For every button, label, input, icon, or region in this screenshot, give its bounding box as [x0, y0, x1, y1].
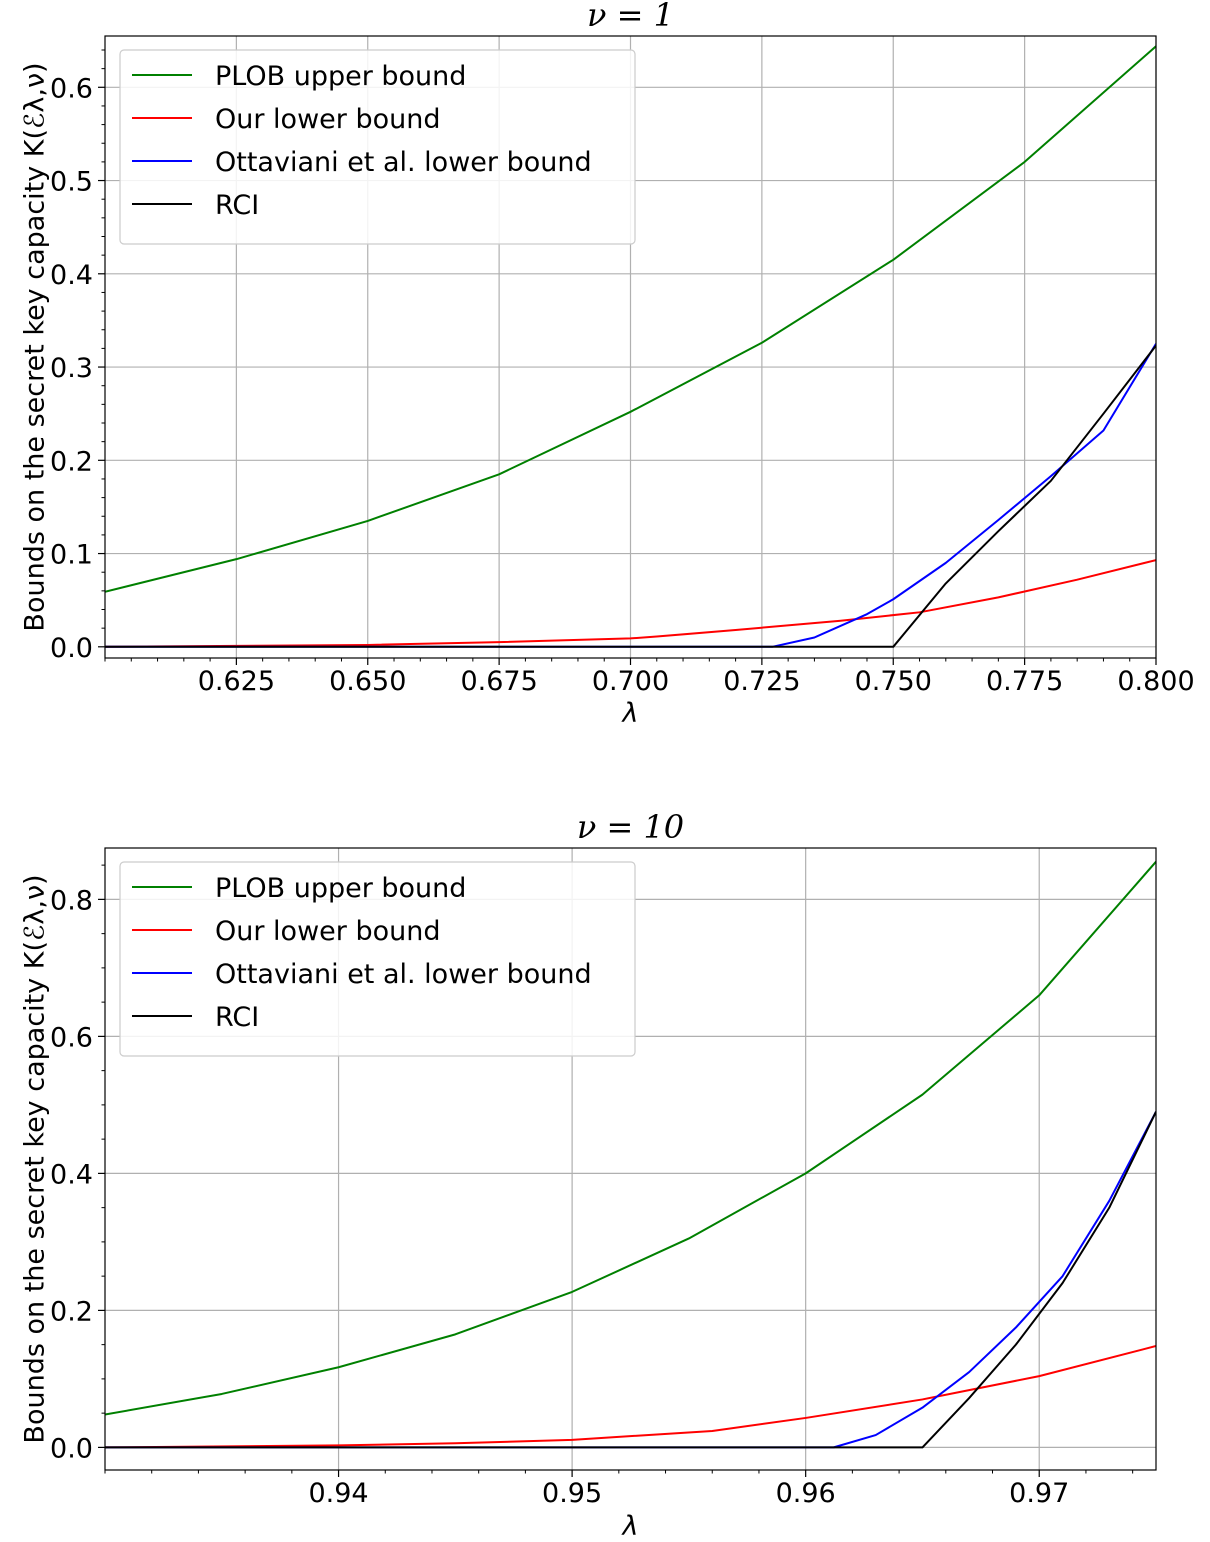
plot-frame	[104, 847, 1157, 1471]
y-tick-label: 0.3	[50, 353, 93, 384]
legend-label: PLOB upper bound	[215, 873, 466, 904]
x-tick-label: 0.800	[1117, 666, 1194, 697]
legend-label: Ottaviani et al. lower bound	[215, 147, 592, 178]
x-axis-label: λ	[621, 1511, 639, 1542]
y-tick-label: 0.2	[50, 1296, 93, 1327]
legend-label: RCI	[215, 190, 259, 221]
legend-box	[119, 49, 636, 245]
series-line-2	[105, 1345, 1156, 1449]
x-tick-label: 0.96	[776, 1478, 836, 1509]
x-axis-label: λ	[621, 698, 639, 729]
y-tick-label: 0.1	[50, 540, 93, 571]
x-tick-label: 0.97	[1009, 1478, 1069, 1509]
legend-label: Ottaviani et al. lower bound	[215, 959, 592, 990]
y-tick-label: 0.2	[50, 446, 93, 477]
legend-label: PLOB upper bound	[215, 61, 466, 92]
y-tick-label: 0.0	[50, 633, 93, 664]
series-line-1	[105, 861, 1156, 1416]
chart-panel-1: 0.625 0.650 0.675 0.700 0.725 0.750 0.775 0.800…	[20, 0, 1195, 729]
x-tick-label: 0.625	[198, 666, 275, 697]
chart-title: ν = 1	[587, 0, 674, 34]
series-line-2	[105, 559, 1156, 648]
series-line-4	[105, 344, 1156, 648]
y-tick-label: 0.4	[50, 1159, 93, 1190]
x-tick-label: 0.675	[460, 666, 537, 697]
legend-label: RCI	[215, 1002, 259, 1033]
series-line-1	[105, 45, 1156, 593]
y-tick-label: 0.5	[50, 167, 93, 198]
series-line-3	[105, 1111, 1156, 1449]
y-tick-label: 0.0	[50, 1433, 93, 1464]
legend-label: Our lower bound	[215, 104, 440, 135]
legend-box	[119, 861, 636, 1057]
chart-panel-2: 0.94 0.95 0.96 0.97 0.0 0.2 0.4 0.6 0.8 ν = 10 λ Bo…	[20, 808, 1157, 1542]
legend-label: Our lower bound	[215, 916, 440, 947]
x-tick-label: 0.700	[592, 666, 669, 697]
series-line-4	[105, 1111, 1156, 1449]
legend: PLOB upper bound Our lower bound Ottaviani…	[119, 49, 636, 245]
y-tick-label: 0.6	[50, 1022, 93, 1053]
y-tick-label: 0.8	[50, 885, 93, 916]
y-axis-label: Bounds on the secret key capacity K(ℰλ,ν…	[20, 874, 51, 1443]
legend: PLOB upper bound Our lower bound Ottaviani…	[119, 861, 636, 1057]
x-tick-label: 0.94	[308, 1478, 368, 1509]
y-tick-label: 0.4	[50, 260, 93, 291]
y-tick-label: 0.6	[50, 73, 93, 104]
x-tick-label: 0.650	[329, 666, 406, 697]
x-tick-label: 0.750	[855, 666, 932, 697]
y-axis-label: Bounds on the secret key capacity K(ℰλ,ν…	[20, 62, 51, 631]
chart-title: ν = 10	[577, 808, 684, 846]
x-tick-label: 0.95	[542, 1478, 602, 1509]
x-tick-label: 0.725	[723, 666, 800, 697]
x-tick-label: 0.775	[986, 666, 1063, 697]
